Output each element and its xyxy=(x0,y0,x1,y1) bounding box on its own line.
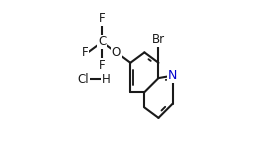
Text: O: O xyxy=(112,46,121,59)
Text: F: F xyxy=(99,13,105,26)
Text: Cl: Cl xyxy=(77,73,89,86)
Text: F: F xyxy=(81,46,88,59)
Text: C: C xyxy=(98,35,106,48)
Text: F: F xyxy=(99,59,105,72)
Text: H: H xyxy=(102,73,111,86)
Text: Br: Br xyxy=(152,33,165,46)
Text: N: N xyxy=(168,69,177,82)
